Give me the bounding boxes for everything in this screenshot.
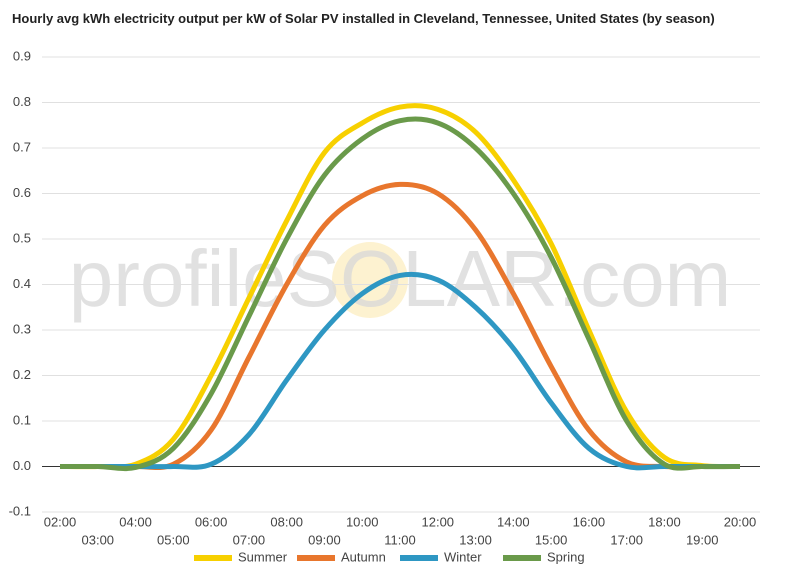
watermark-sun [332,242,408,318]
legend-label: Autumn [341,549,386,564]
x-tick-label: 14:00 [497,514,530,529]
legend-label: Summer [238,549,288,564]
x-tick-label: 18:00 [648,514,681,529]
legend-swatch [297,555,335,561]
x-tick-label: 15:00 [535,532,568,547]
y-tick-label: 0.6 [13,185,31,200]
y-tick-label: 0.3 [13,321,31,336]
x-tick-label: 19:00 [686,532,719,547]
watermark: profileSOLAR.com [69,234,731,323]
legend-swatch [400,555,438,561]
y-tick-label: 0.8 [13,94,31,109]
x-tick-label: 02:00 [44,514,77,529]
y-tick-label: 0.0 [13,458,31,473]
x-tick-label: 13:00 [459,532,492,547]
y-tick-label: 0.4 [13,276,31,291]
legend-label: Winter [444,549,482,564]
series-line [60,271,740,471]
x-tick-label: 06:00 [195,514,228,529]
chart-title: Hourly avg kWh electricity output per kW… [12,11,715,26]
y-tick-label: -0.1 [9,503,31,518]
x-tick-label: 04:00 [119,514,152,529]
x-tick-label: 20:00 [724,514,757,529]
x-tick-label: 08:00 [270,514,303,529]
x-tick-label: 17:00 [610,532,643,547]
x-tick-label: 12:00 [422,514,455,529]
legend-swatch [194,555,232,561]
y-tick-label: 0.5 [13,230,31,245]
x-tick-label: 05:00 [157,532,190,547]
x-tick-label: 16:00 [573,514,606,529]
series-line [59,103,741,470]
y-tick-label: 0.9 [13,48,31,63]
x-tick-label: 11:00 [384,532,416,547]
x-tick-label: 10:00 [346,514,379,529]
legend-label: Spring [547,549,585,564]
y-tick-label: 0.1 [13,412,31,427]
series-line [60,181,740,471]
x-tick-label: 03:00 [82,532,115,547]
series-line [59,116,741,472]
y-tick-label: 0.7 [13,139,31,154]
legend-swatch [503,555,541,561]
x-tick-label: 09:00 [308,532,341,547]
x-tick-label: 07:00 [233,532,266,547]
y-tick-label: 0.2 [13,367,31,382]
